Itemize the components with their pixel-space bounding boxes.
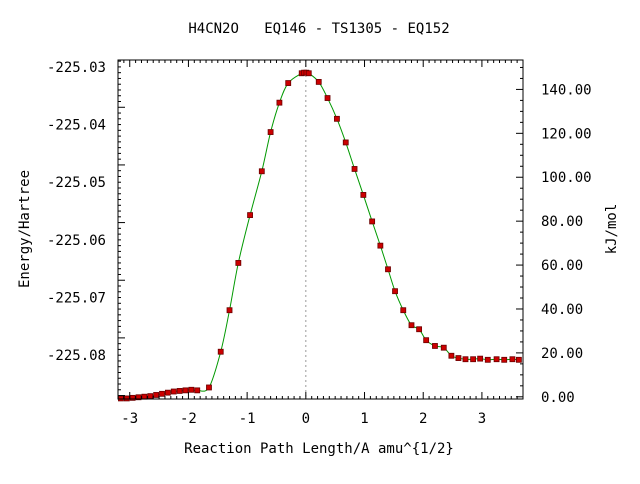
y-left-tick-label: -225.05: [47, 175, 106, 191]
data-point: [247, 212, 253, 218]
data-point: [267, 129, 274, 135]
data-point: [141, 393, 148, 400]
data-point: [448, 352, 455, 359]
data-point: [423, 337, 430, 344]
data-point: [440, 344, 447, 351]
y-axis-right-label: kJ/mol: [604, 204, 620, 255]
data-point: [342, 139, 349, 146]
y-right-tick-label: 80.00: [541, 214, 583, 230]
data-point: [276, 99, 283, 106]
data-point: [334, 115, 340, 122]
y-right-tick-label: 40.00: [541, 302, 583, 318]
plot-area: -3 -2 -1 0 1 2 3 -225.03 -225.04 -225.05 -225.06 -2…: [47, 59, 592, 427]
data-point: [147, 393, 154, 400]
x-tick-label: 2: [419, 411, 427, 427]
data-point: [217, 348, 224, 355]
data-point: [470, 356, 477, 363]
x-tick-label: -3: [121, 411, 138, 427]
data-point: [455, 355, 462, 361]
data-point: [182, 387, 189, 394]
data-point: [188, 386, 195, 393]
x-axis-label: Reaction Path Length/A amu^{1/2}: [184, 441, 454, 457]
data-point: [258, 168, 265, 175]
data-point: [176, 388, 183, 394]
data-point: [360, 192, 367, 198]
y-right-tick-label: 120.00: [541, 126, 592, 142]
y-right-tick-label: 100.00: [541, 170, 592, 186]
data-point: [493, 356, 500, 363]
data-point: [408, 322, 415, 329]
y-right-tick-label: 60.00: [541, 258, 583, 274]
data-point: [315, 79, 322, 85]
data-point: [351, 166, 358, 172]
x-tick-label: -2: [180, 411, 197, 427]
data-point: [170, 388, 177, 395]
data-point: [206, 384, 212, 391]
data-point: [515, 356, 522, 363]
x-tick-label: 1: [360, 411, 368, 427]
data-point: [235, 260, 242, 266]
chart-title: H4CN2O EQ146 - TS1305 - EQ152: [188, 21, 449, 37]
data-point: [509, 356, 516, 363]
y-right-tick-label: 0.00: [541, 390, 575, 406]
data-point: [159, 390, 165, 397]
data-point: [369, 218, 376, 225]
y-axis-left-label: Energy/Hartree: [17, 170, 33, 288]
data-point: [462, 356, 469, 363]
data-point: [416, 326, 423, 333]
data-point: [324, 95, 331, 101]
data-point: [118, 395, 124, 402]
y-left-tick-label: -225.07: [47, 291, 106, 307]
data-point: [164, 389, 171, 396]
data-point: [501, 356, 508, 363]
data-point: [285, 80, 292, 86]
y-left-tick-label: -225.06: [47, 233, 106, 249]
data-point: [377, 242, 384, 249]
x-tick-label: -1: [239, 411, 256, 427]
data-point: [484, 356, 491, 363]
y-left-tick-label: -225.08: [47, 348, 106, 364]
y-left-tick-label: -225.04: [47, 118, 106, 134]
data-point: [194, 387, 201, 394]
data-point: [153, 392, 160, 398]
data-point: [123, 395, 130, 402]
data-point: [432, 343, 438, 349]
data-point: [226, 307, 233, 314]
y-right-tick-label: 140.00: [541, 82, 592, 98]
data-point: [305, 70, 312, 77]
data-point: [477, 355, 484, 362]
y-right-tick-label: 20.00: [541, 346, 583, 362]
data-point: [129, 394, 136, 401]
x-tick-label: 0: [302, 411, 310, 427]
plot-frame: [117, 59, 524, 400]
energy-curve: [120, 71, 519, 399]
data-point: [400, 307, 407, 314]
data-point: [385, 266, 391, 273]
y-left-tick-label: -225.03: [47, 60, 106, 76]
x-tick-label: 3: [478, 411, 486, 427]
data-point: [392, 288, 398, 295]
